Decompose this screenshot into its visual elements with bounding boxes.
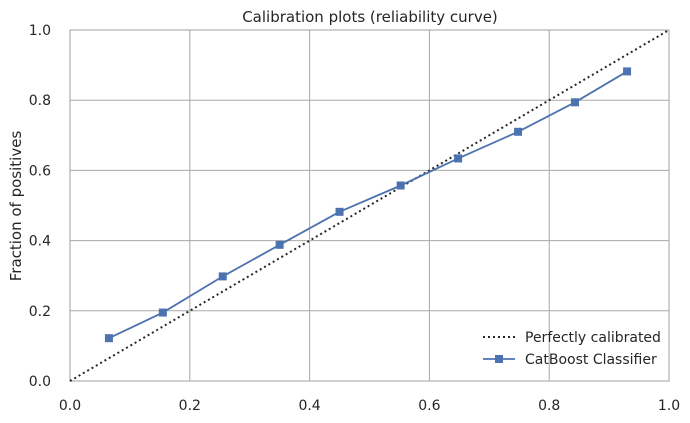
x-tick-labels: 0.0 0.2 0.4 0.6 0.8 1.0 xyxy=(59,398,680,414)
catboost-point xyxy=(570,98,579,107)
catboost-point xyxy=(104,334,113,343)
catboost-point xyxy=(454,154,463,163)
legend: Perfectly calibrated CatBoost Classifier xyxy=(483,330,661,368)
x-tick-label: 0.2 xyxy=(179,398,201,414)
y-tick-label: 1.0 xyxy=(29,23,51,39)
y-axis-label: Fraction of positives xyxy=(7,131,25,282)
y-tick-label: 0.6 xyxy=(29,163,51,179)
y-tick-label: 0.0 xyxy=(29,374,51,390)
y-tick-label: 0.4 xyxy=(29,234,51,250)
catboost-point xyxy=(514,127,523,136)
catboost-point xyxy=(623,67,632,76)
catboost-point xyxy=(396,181,405,190)
y-tick-label: 0.8 xyxy=(29,93,51,109)
x-tick-label: 0.8 xyxy=(538,398,560,414)
legend-swatch-marker xyxy=(495,355,503,363)
x-tick-label: 0.0 xyxy=(59,398,81,414)
catboost-point xyxy=(335,207,344,216)
x-tick-label: 0.4 xyxy=(298,398,320,414)
x-tick-label: 0.6 xyxy=(418,398,440,414)
perfect-calibration-line xyxy=(69,29,670,382)
x-tick-label: 1.0 xyxy=(658,398,680,414)
catboost-point xyxy=(275,240,284,249)
legend-label: Perfectly calibrated xyxy=(525,330,661,346)
y-tick-labels: 0.0 0.2 0.4 0.6 0.8 1.0 xyxy=(29,23,51,390)
plot-frame xyxy=(69,29,670,382)
catboost-point xyxy=(218,272,227,281)
chart-title: Calibration plots (reliability curve) xyxy=(242,8,498,26)
legend-label: CatBoost Classifier xyxy=(525,352,657,368)
y-tick-label: 0.2 xyxy=(29,304,51,320)
series-layer xyxy=(69,29,670,382)
catboost-point xyxy=(158,308,167,317)
catboost-series-line xyxy=(108,70,628,339)
